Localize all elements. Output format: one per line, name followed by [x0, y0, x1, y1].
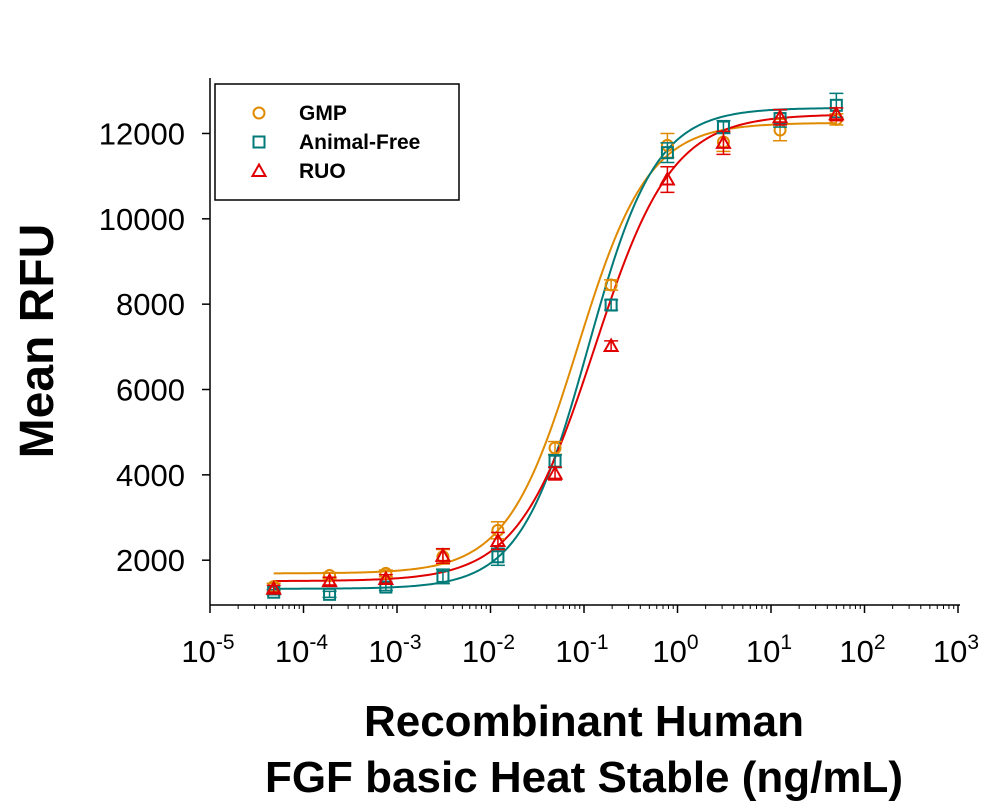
- data-point-animal-free: [660, 146, 674, 160]
- x-tick-label: 100: [652, 631, 698, 669]
- y-ticks: 2000 4000 6000 8000 10000 12000: [99, 116, 210, 578]
- data-point-ruo: [434, 547, 452, 562]
- x-tick-label: 10-3: [368, 631, 421, 669]
- data-point-ruo: [321, 572, 338, 588]
- x-tick-label: 10-5: [181, 631, 234, 669]
- y-tick-label: 4000: [116, 458, 185, 493]
- data-point-ruo: [659, 171, 676, 186]
- data-point-animal-free: [323, 587, 337, 601]
- y-tick-label: 2000: [116, 543, 185, 578]
- data-point-ruo: [771, 108, 789, 124]
- x-axis-title-line2: FGF basic Heat Stable (ng/mL): [265, 753, 903, 802]
- data-point-gmp: [548, 441, 562, 455]
- y-axis-title: Mean RFU: [11, 224, 64, 459]
- data-point-ruo: [828, 105, 845, 121]
- x-tick-label: 101: [746, 631, 792, 669]
- legend-items: GMP Animal-Free RUO: [250, 102, 420, 183]
- data-point-animal-free: [491, 550, 505, 564]
- data-point-ruo: [602, 337, 620, 352]
- data-point-animal-free: [436, 569, 450, 583]
- fit-curve-gmp: [273, 122, 837, 575]
- data-point-ruo: [265, 580, 282, 595]
- y-tick-label: 10000: [99, 202, 185, 237]
- x-tick-label: 102: [839, 631, 885, 669]
- y-tick-label: 6000: [116, 373, 185, 408]
- x-axis-title-line1: Recombinant Human: [364, 697, 804, 746]
- data-point-ruo: [715, 134, 732, 149]
- data-point-ruo: [377, 570, 395, 585]
- legend-label: GMP: [299, 102, 347, 125]
- data-point-ruo: [546, 465, 564, 480]
- x-tick-label: 10-4: [275, 631, 328, 669]
- legend-label: RUO: [299, 160, 346, 183]
- legend: GMP Animal-Free RUO: [214, 83, 460, 201]
- data-point-ruo: [489, 532, 507, 547]
- x-tick-label: 10-1: [555, 631, 608, 669]
- x-tick-label: 10-2: [462, 631, 515, 669]
- x-ticks: 10-5 10-4 10-3 10-2 10-1 100 101 102 103: [181, 605, 979, 669]
- data-point-gmp: [604, 278, 618, 292]
- data-point-animal-free: [604, 298, 618, 312]
- y-tick-label: 12000: [99, 116, 185, 151]
- legend-marker-gmp: [252, 106, 266, 120]
- legend-marker-animal-free: [252, 135, 266, 149]
- x-tick-label: 103: [933, 631, 979, 669]
- legend-label: Animal-Free: [299, 131, 420, 154]
- data-markers: [265, 92, 845, 601]
- legend-marker-ruo: [250, 162, 268, 177]
- legend-box: [214, 83, 460, 201]
- y-tick-label: 8000: [116, 287, 185, 322]
